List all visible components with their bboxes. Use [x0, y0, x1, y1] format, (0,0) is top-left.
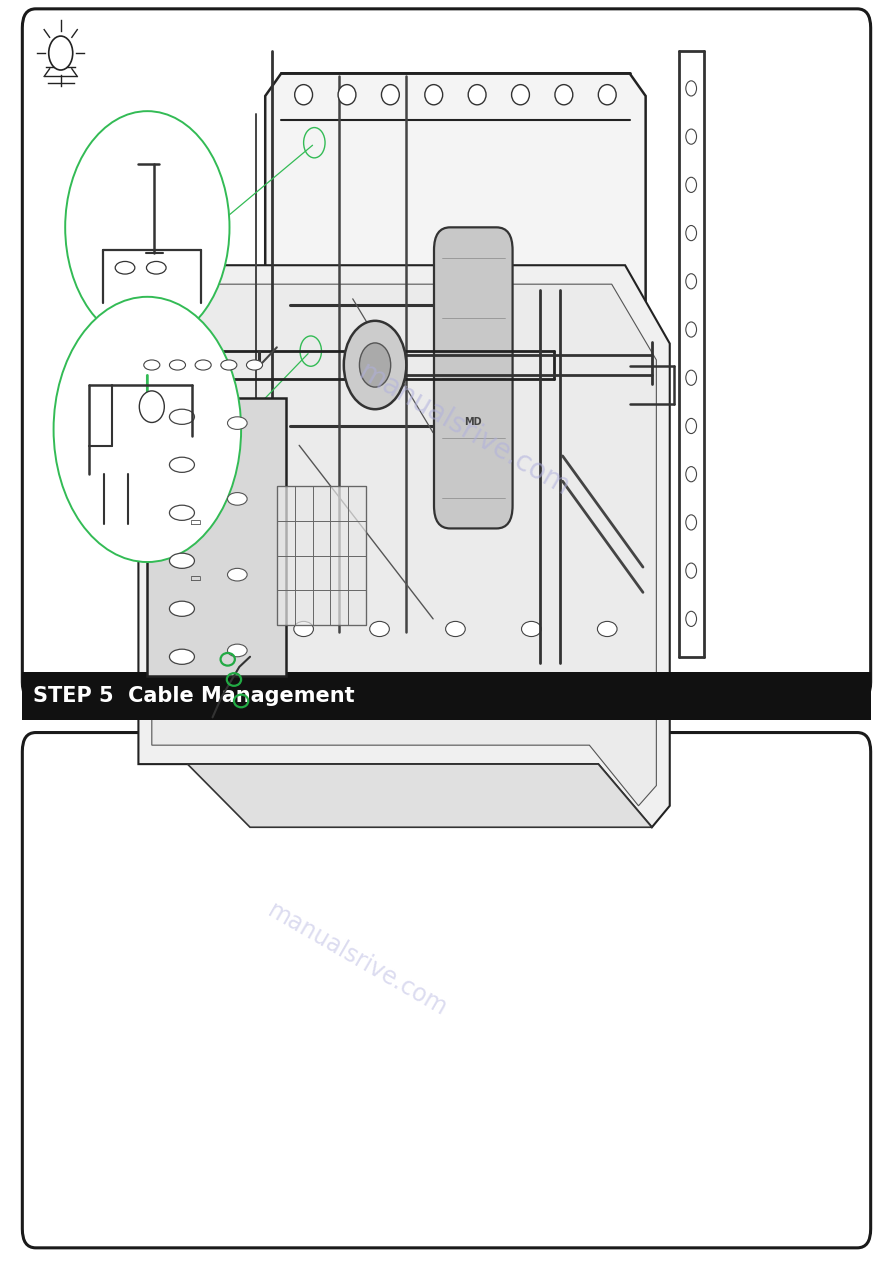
Text: manualsrive.com: manualsrive.com: [263, 899, 451, 1021]
Ellipse shape: [221, 360, 237, 370]
Ellipse shape: [338, 85, 356, 105]
Ellipse shape: [522, 621, 541, 637]
Circle shape: [359, 344, 391, 386]
Ellipse shape: [597, 621, 617, 637]
Ellipse shape: [139, 392, 164, 423]
Bar: [277, 486, 366, 625]
Ellipse shape: [246, 360, 263, 370]
Ellipse shape: [381, 85, 399, 105]
Circle shape: [686, 418, 697, 433]
Ellipse shape: [425, 85, 443, 105]
Circle shape: [686, 370, 697, 385]
Ellipse shape: [446, 621, 465, 637]
Ellipse shape: [228, 644, 247, 657]
Bar: [22, 672, 871, 720]
Text: ▭: ▭: [190, 572, 202, 585]
Circle shape: [686, 177, 697, 192]
Ellipse shape: [196, 360, 212, 370]
Circle shape: [686, 322, 697, 337]
Text: MD: MD: [464, 417, 482, 427]
Ellipse shape: [170, 360, 186, 370]
Ellipse shape: [170, 409, 195, 424]
Circle shape: [686, 466, 697, 481]
Ellipse shape: [228, 568, 247, 581]
Ellipse shape: [146, 261, 166, 274]
Ellipse shape: [228, 493, 247, 505]
Circle shape: [49, 37, 72, 69]
Ellipse shape: [512, 85, 530, 105]
Circle shape: [686, 611, 697, 626]
Ellipse shape: [370, 621, 389, 637]
Bar: [147, 398, 286, 676]
Circle shape: [686, 129, 697, 144]
FancyBboxPatch shape: [22, 733, 871, 1248]
Ellipse shape: [468, 85, 486, 105]
Ellipse shape: [598, 85, 616, 105]
Ellipse shape: [294, 621, 313, 637]
Text: manualsrive.com: manualsrive.com: [354, 357, 575, 501]
Ellipse shape: [295, 85, 313, 105]
Circle shape: [686, 563, 697, 578]
FancyBboxPatch shape: [22, 9, 871, 701]
Circle shape: [686, 515, 697, 530]
Ellipse shape: [170, 505, 195, 520]
Ellipse shape: [115, 261, 135, 274]
Polygon shape: [188, 764, 652, 827]
Polygon shape: [138, 265, 670, 827]
Circle shape: [686, 226, 697, 241]
Circle shape: [54, 297, 241, 562]
Ellipse shape: [170, 601, 195, 616]
Circle shape: [344, 321, 406, 409]
Polygon shape: [265, 73, 646, 657]
Ellipse shape: [170, 457, 195, 472]
Ellipse shape: [170, 553, 195, 568]
Circle shape: [686, 274, 697, 289]
Text: ▭: ▭: [190, 517, 202, 529]
Text: STEP 5  Cable Management: STEP 5 Cable Management: [33, 686, 355, 706]
Ellipse shape: [170, 649, 195, 664]
Polygon shape: [152, 284, 656, 806]
Ellipse shape: [228, 417, 247, 429]
Circle shape: [686, 81, 697, 96]
FancyBboxPatch shape: [434, 227, 513, 528]
Circle shape: [65, 111, 230, 344]
Ellipse shape: [144, 360, 160, 370]
Ellipse shape: [555, 85, 572, 105]
